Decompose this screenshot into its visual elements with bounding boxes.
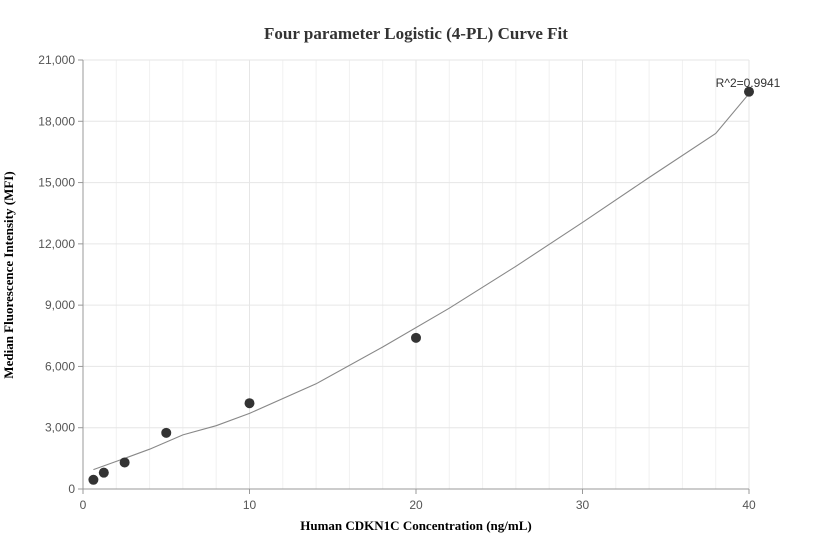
x-tick-label: 20 <box>409 498 423 512</box>
y-tick-label: 0 <box>68 482 75 496</box>
x-tick-label: 40 <box>742 498 756 512</box>
y-axis-ticks: 0 3,000 6,000 9,000 12,000 15,000 18,000 21,000 <box>38 53 83 496</box>
x-axis-title: Human CDKN1C Concentration (ng/mL) <box>300 518 531 533</box>
x-axis-ticks: 0 10 20 30 40 <box>80 489 756 512</box>
y-tick-label: 12,000 <box>38 237 75 251</box>
y-tick-label: 18,000 <box>38 114 75 128</box>
grid <box>82 59 750 490</box>
data-points <box>88 86 754 485</box>
data-point <box>744 86 754 97</box>
y-tick-label: 21,000 <box>38 53 75 67</box>
y-tick-label: 9,000 <box>45 298 75 312</box>
y-tick-label: 3,000 <box>45 421 75 435</box>
data-point <box>119 457 130 468</box>
y-tick-label: 15,000 <box>38 176 75 190</box>
data-point <box>161 427 172 438</box>
data-point <box>98 467 109 478</box>
data-point <box>244 398 255 409</box>
fit-curve <box>93 93 750 471</box>
y-axis-title: Median Fluorescence Intensity (MFI) <box>1 171 16 378</box>
data-point <box>88 474 99 485</box>
data-point <box>411 332 421 343</box>
x-tick-label: 10 <box>243 498 257 512</box>
y-tick-label: 6,000 <box>45 359 75 373</box>
chart-title: Four parameter Logistic (4-PL) Curve Fit <box>264 24 568 43</box>
x-tick-label: 0 <box>80 498 87 512</box>
r-squared-annotation: R^2=0.9941 <box>716 76 781 90</box>
x-tick-label: 30 <box>576 498 590 512</box>
fit-curve-group <box>93 93 750 471</box>
